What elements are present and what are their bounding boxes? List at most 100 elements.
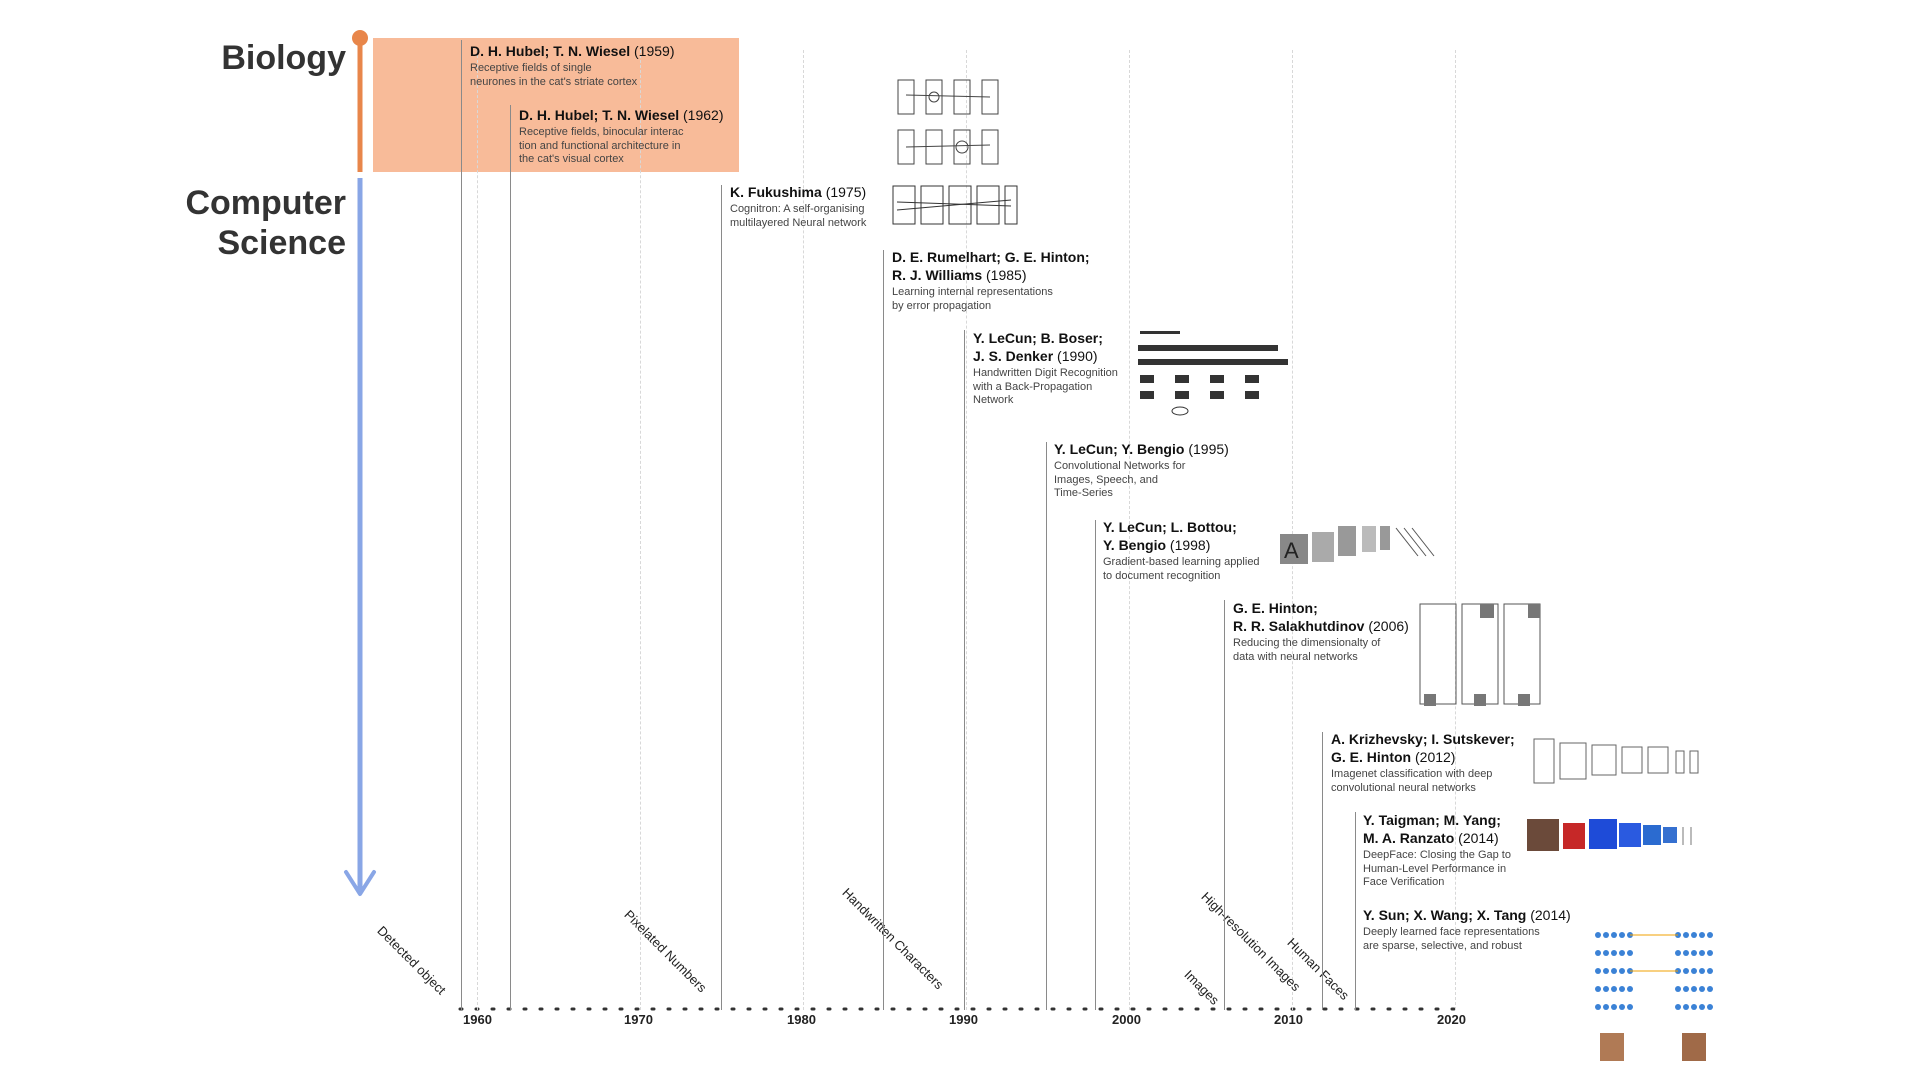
entry-year: (1998) — [1169, 537, 1211, 553]
timeline-line-1985 — [883, 250, 884, 1010]
decade-guide — [966, 50, 967, 1010]
tick-2010: 2010 — [1274, 1012, 1303, 1027]
tick-1990: 1990 — [949, 1012, 978, 1027]
entry-authors: Y. LeCun; L. Bottou; — [1103, 519, 1237, 535]
entry-1995: Y. LeCun; Y. Bengio (1995) Convolutional… — [1054, 440, 1234, 501]
entry-year: (2014) — [1458, 830, 1499, 846]
alexnet-figure — [1533, 738, 1699, 784]
entry-year: (2006) — [1368, 618, 1409, 634]
entry-desc-line: data with neural networks — [1233, 650, 1358, 663]
entry-1975: K. Fukushima (1975) Cognitron: A self-or… — [730, 183, 890, 230]
timeline-line-1962 — [510, 105, 511, 1010]
decade-guide — [803, 50, 804, 1010]
decade-guide — [640, 50, 641, 1010]
biology-band — [373, 38, 739, 172]
category-label: Pixelated Numbers — [621, 907, 710, 996]
entry-desc-line: Network — [973, 394, 1014, 406]
category-label: Handwritten Characters — [839, 885, 947, 993]
tick-1960: 1960 — [463, 1012, 492, 1027]
entry-1990: Y. LeCun; B. Boser; J. S. Denker (1990) … — [973, 329, 1138, 408]
entry-authors: Y. LeCun; Y. Bengio — [1054, 441, 1185, 457]
entry-authors: Y. Bengio — [1103, 537, 1167, 553]
section-label-cs-line1: Computer — [185, 184, 346, 222]
lecun-1990-figure — [1138, 331, 1288, 416]
entry-authors: R. J. Williams — [892, 267, 983, 283]
timeline-line-1959 — [461, 40, 462, 1010]
entry-desc-line: Reducing the dimensionalty of — [1233, 637, 1381, 649]
tick-1970: 1970 — [624, 1012, 653, 1027]
entry-authors: K. Fukushima — [730, 184, 822, 200]
deepface-figure — [1527, 819, 1692, 851]
entry-authors: Y. LeCun; B. Boser; — [973, 330, 1103, 346]
entry-desc-line: Receptive fields, binocular interac — [519, 126, 684, 138]
entry-desc-line: the cat's visual cortex — [519, 153, 624, 165]
entry-desc-line: Cognitron: A self-organising — [730, 203, 865, 215]
entry-desc-line: by error propagation — [892, 299, 992, 312]
tick-2000: 2000 — [1112, 1012, 1141, 1027]
svg-text:A: A — [1284, 538, 1299, 563]
entry-authors: D. H. Hubel; T. N. Wiesel — [470, 43, 631, 59]
entry-desc-line: Receptive fields of single — [470, 62, 592, 74]
timeline-line-1998 — [1095, 520, 1096, 1010]
entry-authors: A. Krizhevsky; I. Sutskever; — [1331, 731, 1515, 747]
timeline-line-2014 — [1355, 812, 1356, 1010]
entry-1962: D. H. Hubel; T. N. Wiesel (1962) Recepti… — [519, 106, 739, 167]
section-label-computer-science: Computer Science — [150, 183, 346, 263]
entry-desc-line: with a Back-Propagation — [973, 380, 1093, 393]
entry-desc-line: convolutional neural networks — [1331, 781, 1476, 794]
entry-year: (1962) — [683, 107, 724, 123]
entry-authors: R. R. Salakhutdinov — [1233, 618, 1365, 634]
tick-2020: 2020 — [1437, 1012, 1466, 1027]
entry-desc-line: Imagenet classification with deep — [1331, 768, 1493, 780]
entry-year: (1985) — [986, 267, 1027, 283]
entry-2012: A. Krizhevsky; I. Sutskever; G. E. Hinto… — [1331, 730, 1536, 795]
entry-2006: G. E. Hinton; R. R. Salakhutdinov (2006)… — [1233, 599, 1423, 664]
entry-authors: D. H. Hubel; T. N. Wiesel — [519, 107, 680, 123]
decade-guide — [1129, 50, 1130, 1010]
entry-desc-line: Learning internal representations — [892, 286, 1053, 298]
entry-desc-line: Face Verification — [1363, 876, 1445, 888]
entry-desc-line: Images, Speech, and — [1054, 473, 1158, 486]
entry-2014-deepface: Y. Taigman; M. Yang; M. A. Ranzato (2014… — [1363, 811, 1533, 890]
entry-desc-line: are sparse, selective, and robust — [1363, 939, 1522, 952]
entry-desc-line: DeepFace: Closing the Gap to — [1363, 849, 1511, 861]
entry-authors: J. S. Denker — [973, 348, 1054, 364]
entry-1998: Y. LeCun; L. Bottou; Y. Bengio (1998) Gr… — [1103, 518, 1283, 583]
entry-year: (2012) — [1415, 749, 1456, 765]
autoencoder-figure — [1419, 603, 1541, 706]
entry-desc-line: to document recognition — [1103, 569, 1221, 582]
section-label-cs-line2: Science — [217, 224, 346, 262]
category-label: Detected object — [374, 923, 449, 998]
entry-authors: G. E. Hinton — [1331, 749, 1412, 765]
entry-desc-line: Time-Series — [1054, 487, 1113, 499]
deepid-figure — [1595, 932, 1713, 1061]
decade-guide — [1455, 50, 1456, 1010]
cognitron-figure — [892, 185, 1018, 225]
category-label: Images — [1181, 967, 1223, 1008]
timeline-line-2006 — [1224, 600, 1225, 1010]
entry-authors: Y. Sun; X. Wang; X. Tang — [1363, 907, 1527, 923]
entry-2014-sun: Y. Sun; X. Wang; X. Tang (2014) Deeply l… — [1363, 906, 1573, 953]
entry-year: (1995) — [1188, 441, 1229, 457]
entry-1985: D. E. Rumelhart; G. E. Hinton; R. J. Wil… — [892, 248, 1122, 313]
entry-desc-line: tion and functional architecture in — [519, 139, 681, 152]
decade-guide — [477, 50, 478, 1010]
entry-authors: D. E. Rumelhart; G. E. Hinton; — [892, 249, 1090, 265]
entry-year: (2014) — [1530, 907, 1571, 923]
entry-desc-line: Handwritten Digit Recognition — [973, 367, 1118, 379]
lenet-figure: A — [1280, 526, 1435, 564]
entry-desc-line: neurones in the cat's striate cortex — [470, 75, 638, 88]
cs-axis-arrowhead — [344, 870, 376, 896]
timeline-line-1995 — [1046, 442, 1047, 1010]
entry-authors: G. E. Hinton; — [1233, 600, 1318, 616]
entry-desc-line: multilayered Neural network — [730, 216, 867, 229]
entry-authors: Y. Taigman; M. Yang; — [1363, 812, 1501, 828]
tick-1980: 1980 — [787, 1012, 816, 1027]
entry-desc-line: Convolutional Networks for — [1054, 460, 1186, 472]
entry-desc-line: Human-Level Performance in — [1363, 862, 1507, 875]
timeline-line-1990 — [964, 330, 965, 1010]
entry-year: (1959) — [634, 43, 675, 59]
receptive-field-figure — [897, 79, 999, 165]
entry-desc-line: Deeply learned face representations — [1363, 926, 1540, 938]
entry-year: (1990) — [1057, 348, 1098, 364]
